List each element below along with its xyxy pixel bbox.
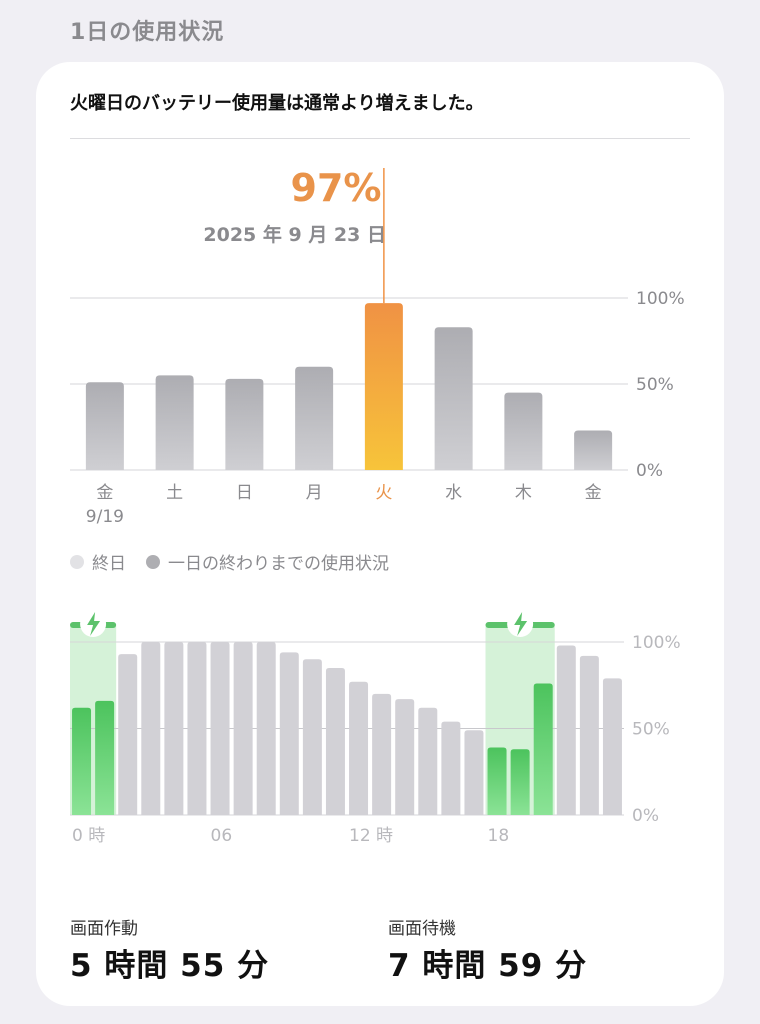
screen-idle-value: 7 時間 59 分	[388, 948, 588, 984]
bar	[602, 678, 622, 815]
x-tick-label: 水	[445, 483, 462, 503]
screen-on-label: 画面作動	[70, 919, 138, 939]
legend-dot-end-of-day	[146, 554, 160, 569]
x-tick-label: 火	[375, 483, 392, 503]
bar	[155, 375, 194, 470]
selected-percentage: 97%	[290, 166, 382, 210]
y-tick-label: 100%	[636, 289, 685, 309]
bar	[256, 642, 276, 815]
y-tick-label: 100%	[632, 633, 681, 653]
bar	[372, 693, 392, 815]
bar	[302, 659, 322, 815]
screen-on-value: 5 時間 55 分	[70, 948, 270, 984]
battery-usage-card: 火曜日のバッテリー使用量は通常より増えました。 97% 2025 年 9 月 2…	[36, 62, 724, 1006]
legend-item-all-day: 終日	[70, 549, 126, 574]
bar	[464, 730, 484, 815]
x-tick-label: 日	[236, 483, 253, 503]
x-tick-label: 12 時	[349, 826, 393, 846]
screen-idle-label: 画面待機	[388, 919, 456, 939]
bar	[434, 327, 473, 470]
bar-charging	[72, 707, 92, 815]
bar	[325, 667, 345, 815]
legend-label-all-day: 終日	[92, 554, 126, 574]
y-tick-label: 50%	[636, 375, 674, 395]
x-tick-label: 06	[211, 826, 233, 846]
bar	[418, 707, 438, 815]
bar-selected	[364, 303, 403, 470]
legend-dot-all-day	[70, 554, 84, 569]
x-tick-label: 月	[306, 483, 323, 503]
bar	[85, 382, 124, 470]
bar	[349, 681, 369, 815]
bar	[233, 642, 253, 815]
x-tick-label: 土	[166, 483, 183, 503]
y-tick-label: 0%	[636, 461, 663, 481]
bar	[574, 430, 613, 470]
bar-charging	[487, 747, 507, 815]
legend-label-end-of-day: 一日の終わりまでの使用状況	[168, 554, 389, 574]
bar	[556, 645, 576, 815]
bar	[187, 642, 207, 815]
bar	[164, 642, 184, 815]
chart-legend: 終日 一日の終わりまでの使用状況	[70, 549, 409, 574]
bar	[504, 392, 543, 470]
bar-charging	[533, 683, 553, 815]
x-tick-label: 金	[585, 483, 602, 503]
bar	[395, 699, 415, 815]
bar	[141, 642, 161, 815]
selected-date: 2025 年 9 月 23 日	[203, 224, 386, 246]
bar	[441, 721, 461, 815]
x-tick-sublabel: 9/19	[86, 507, 124, 527]
hourly-battery-chart[interactable]: 100% 50% 0% 0 時 06 12 時 18	[36, 62, 724, 862]
usage-headline: 火曜日のバッテリー使用量は通常より増えました。	[70, 93, 484, 114]
bar	[210, 642, 230, 815]
x-tick-label: 18	[488, 826, 510, 846]
bar-charging	[95, 700, 115, 815]
section-title: 1日の使用状況	[70, 20, 225, 45]
legend-item-end-of-day: 一日の終わりまでの使用状況	[146, 549, 389, 574]
bar	[579, 655, 599, 815]
bar	[225, 378, 264, 470]
bar	[118, 654, 138, 815]
charging-bolt-icon	[87, 612, 101, 636]
y-tick-label: 50%	[632, 720, 670, 740]
divider	[70, 138, 690, 139]
x-tick-label: 0 時	[72, 826, 105, 846]
y-tick-label: 0%	[632, 806, 659, 826]
weekly-usage-chart[interactable]: 100% 50% 0% 金 9/19 土 日 月 火 水 木 金	[36, 62, 724, 532]
x-tick-label: 木	[515, 483, 532, 503]
x-tick-label: 金	[96, 483, 113, 503]
charging-bolt-icon	[514, 612, 528, 636]
bar	[279, 652, 299, 815]
bar-charging	[510, 749, 530, 815]
bar	[295, 366, 334, 470]
